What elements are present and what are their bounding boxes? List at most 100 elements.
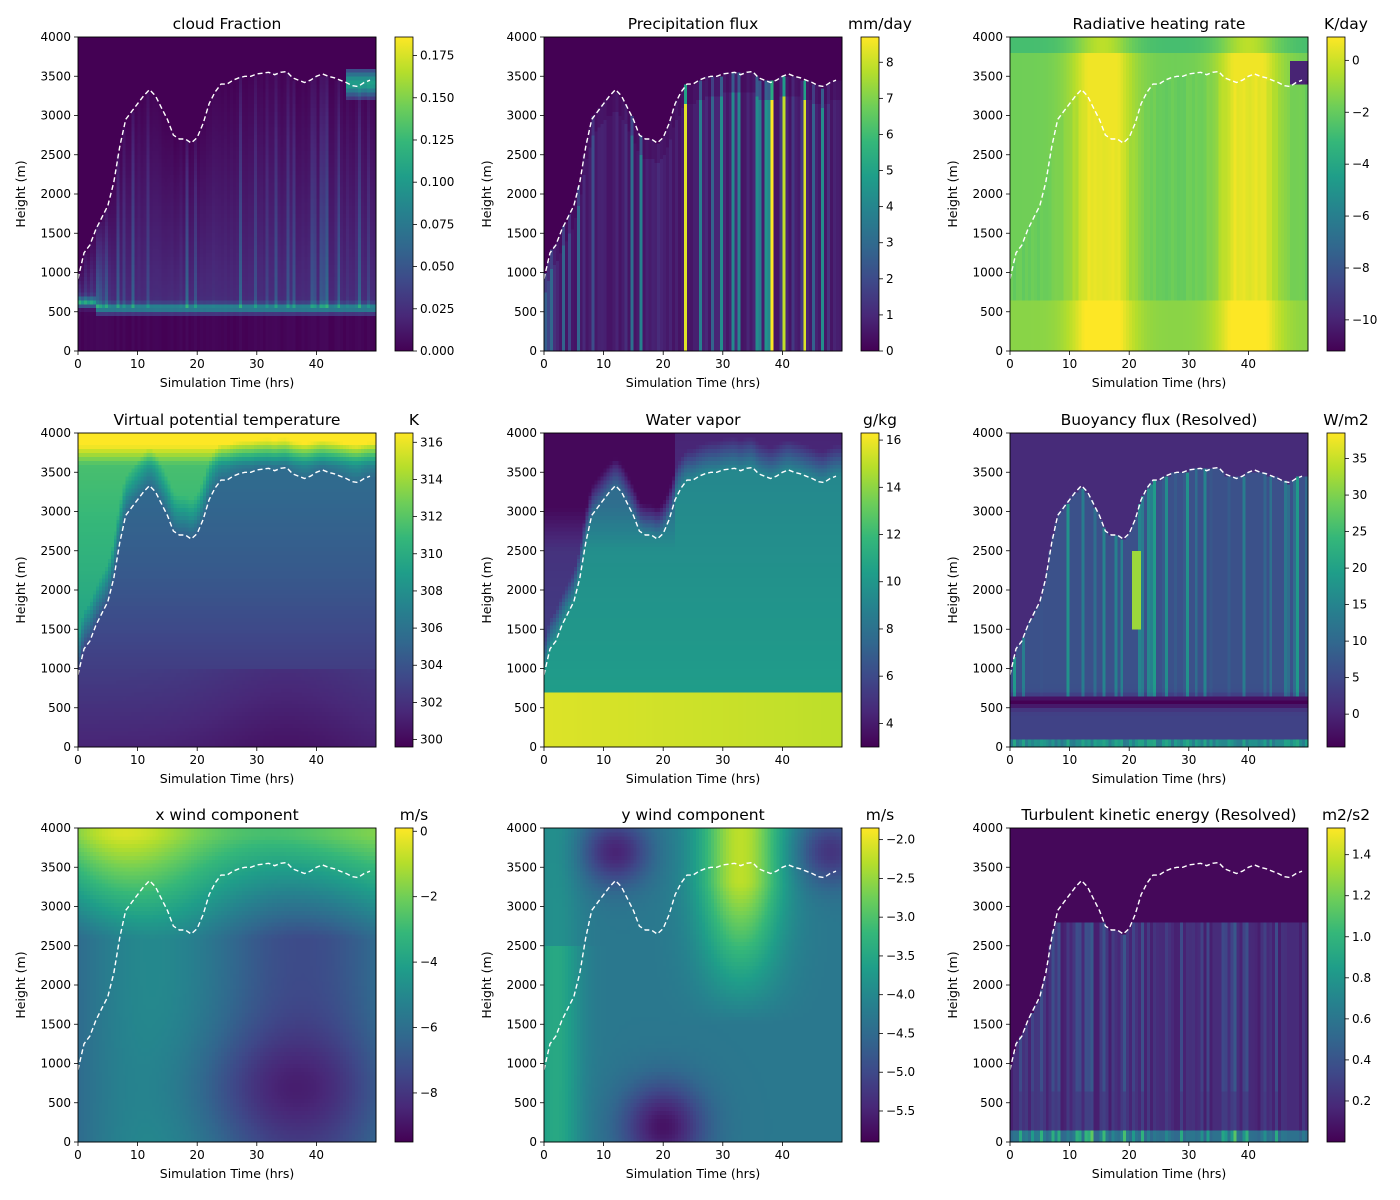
heatmap-cell [132,61,135,65]
heatmap-cell [126,178,129,182]
heatmap-cell [135,335,138,339]
heatmap-cell [141,135,144,139]
heatmap-cell [99,257,102,261]
heatmap-cell [117,53,120,57]
heatmap-cell [141,147,144,151]
heatmap-cell [138,269,141,273]
heatmap-cell [144,265,147,269]
heatmap-cell [147,45,150,49]
heatmap-cell [147,280,150,284]
heatmap-cell [78,300,81,304]
heatmap-cell [87,316,90,320]
heatmap-cell [144,276,147,280]
heatmap-cell [120,41,123,45]
heatmap-cell [78,257,81,261]
heatmap-cell [81,139,84,143]
heatmap-cell [81,76,84,80]
heatmap-cell [87,273,90,277]
heatmap-cell [135,339,138,343]
heatmap-cell [90,108,93,112]
heatmap-cell [108,343,111,347]
heatmap-cell [90,147,93,151]
heatmap-cell [135,190,138,194]
heatmap-cell [93,312,96,316]
heatmap-cell [81,312,84,316]
heatmap-cell [102,49,105,53]
heatmap-cell [132,182,135,186]
heatmap-cell [135,218,138,222]
heatmap-cell [81,280,84,284]
heatmap-cell [147,316,150,320]
heatmap-cell [90,100,93,104]
heatmap-cell [102,249,105,253]
heatmap-cell [123,61,126,65]
heatmap-cell [90,155,93,159]
heatmap-cell [111,139,114,143]
heatmap-cell [105,108,108,112]
heatmap-cell [93,88,96,92]
heatmap-cell [87,339,90,343]
heatmap-cell [129,170,132,174]
heatmap-cell [129,127,132,131]
heatmap-cell [123,229,126,233]
heatmap-cell [84,210,87,214]
heatmap-cell [117,257,120,261]
heatmap-cell [117,296,120,300]
heatmap-cell [150,261,153,265]
heatmap-cell [96,147,99,151]
heatmap-cell [93,284,96,288]
heatmap-cell [111,257,114,261]
heatmap-cell [117,276,120,280]
heatmap-cell [87,320,90,324]
heatmap-cell [120,174,123,178]
heatmap-cell [111,253,114,257]
heatmap-cell [123,237,126,241]
heatmap-cell [96,214,99,218]
heatmap-cell [90,190,93,194]
heatmap-cell [147,202,150,206]
heatmap-cell [144,221,147,225]
heatmap-cell [126,194,129,198]
heatmap-cell [96,237,99,241]
heatmap-cell [93,143,96,147]
heatmap-cell [99,143,102,147]
heatmap-cell [93,304,96,308]
heatmap-cell [150,108,153,112]
heatmap-cell [150,72,153,76]
heatmap-cell [132,210,135,214]
heatmap-cell [111,104,114,108]
heatmap-cell [120,210,123,214]
heatmap-cell [102,57,105,61]
heatmap-cell [132,229,135,233]
heatmap-cell [99,139,102,143]
heatmap-cell [135,41,138,45]
heatmap-cell [96,312,99,316]
heatmap-cell [141,49,144,53]
heatmap-cell [141,229,144,233]
heatmap-cell [129,147,132,151]
heatmap-cell [150,45,153,49]
heatmap-cell [114,245,117,249]
heatmap-cell [105,72,108,76]
heatmap-cell [135,53,138,57]
heatmap-cell [114,68,117,72]
heatmap-cell [132,131,135,135]
heatmap-cell [117,76,120,80]
heatmap-cell [126,123,129,127]
heatmap-cell [102,135,105,139]
heatmap-cell [132,288,135,292]
heatmap-cell [87,182,90,186]
heatmap-cell [105,296,108,300]
heatmap-cell [78,96,81,100]
heatmap-cell [108,324,111,328]
heatmap-cell [111,147,114,151]
heatmap-cell [144,273,147,277]
heatmap-cell [111,88,114,92]
heatmap-cell [81,167,84,171]
heatmap-cell [150,214,153,218]
heatmap-cell [105,182,108,186]
heatmap-cell [126,135,129,139]
heatmap-cell [102,253,105,257]
heatmap-cell [90,61,93,65]
heatmap-cell [105,119,108,123]
